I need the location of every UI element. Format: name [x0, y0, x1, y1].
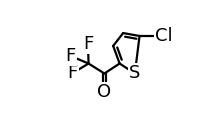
Text: F: F: [65, 47, 75, 65]
Text: F: F: [67, 64, 77, 82]
Text: Cl: Cl: [155, 27, 173, 45]
Text: S: S: [129, 64, 140, 82]
Text: F: F: [83, 35, 93, 53]
Text: O: O: [97, 83, 112, 101]
